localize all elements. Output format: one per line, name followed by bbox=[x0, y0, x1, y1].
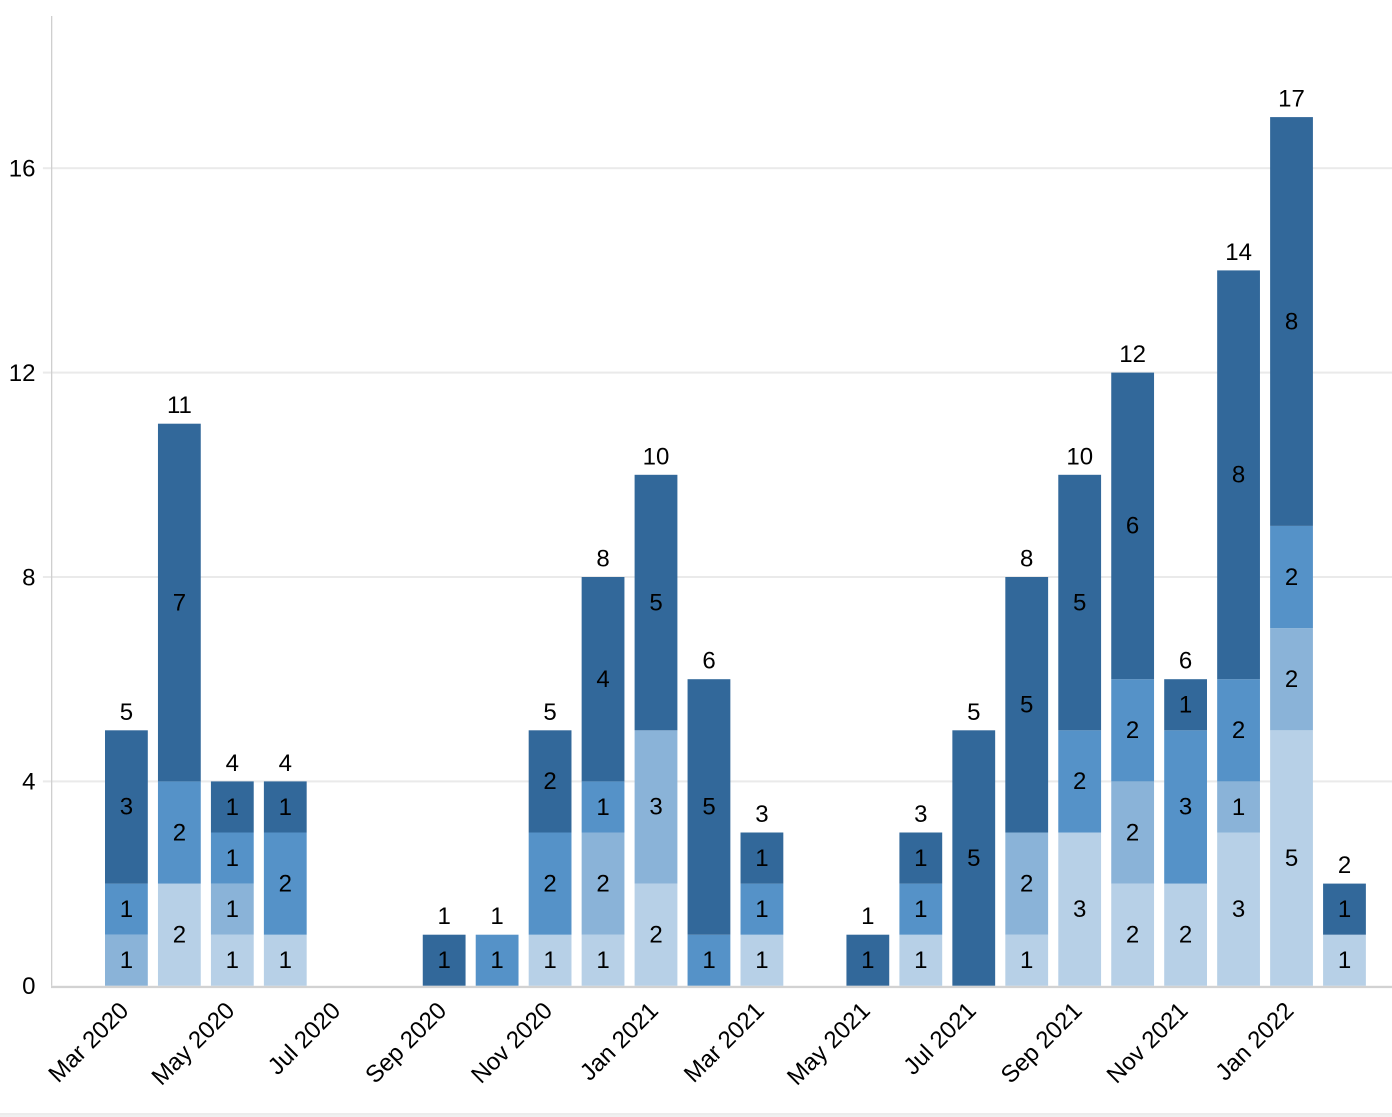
svg-text:8: 8 bbox=[22, 564, 35, 591]
svg-text:1: 1 bbox=[1232, 794, 1245, 821]
svg-text:1: 1 bbox=[755, 896, 768, 923]
svg-text:1: 1 bbox=[543, 947, 556, 974]
svg-text:1: 1 bbox=[226, 947, 239, 974]
svg-text:4: 4 bbox=[226, 750, 239, 777]
svg-text:8: 8 bbox=[1285, 308, 1298, 335]
svg-text:2: 2 bbox=[1285, 564, 1298, 591]
svg-text:2: 2 bbox=[1232, 717, 1245, 744]
svg-text:8: 8 bbox=[596, 546, 609, 573]
svg-text:3: 3 bbox=[1179, 794, 1192, 821]
svg-text:1: 1 bbox=[861, 947, 874, 974]
svg-text:1: 1 bbox=[438, 947, 451, 974]
svg-text:2: 2 bbox=[1126, 819, 1139, 846]
svg-text:3: 3 bbox=[1232, 896, 1245, 923]
svg-text:1: 1 bbox=[120, 896, 133, 923]
svg-text:1: 1 bbox=[438, 903, 451, 930]
svg-text:1: 1 bbox=[755, 845, 768, 872]
svg-text:2: 2 bbox=[543, 768, 556, 795]
svg-text:1: 1 bbox=[490, 903, 503, 930]
svg-text:3: 3 bbox=[1073, 896, 1086, 923]
svg-text:2: 2 bbox=[596, 870, 609, 897]
svg-text:8: 8 bbox=[1020, 546, 1033, 573]
svg-text:1: 1 bbox=[226, 896, 239, 923]
svg-text:1: 1 bbox=[1179, 692, 1192, 719]
svg-text:3: 3 bbox=[649, 794, 662, 821]
svg-text:5: 5 bbox=[120, 699, 133, 726]
svg-text:2: 2 bbox=[543, 870, 556, 897]
svg-text:1: 1 bbox=[914, 845, 927, 872]
svg-text:3: 3 bbox=[120, 794, 133, 821]
svg-text:1: 1 bbox=[1020, 947, 1033, 974]
svg-text:0: 0 bbox=[22, 973, 35, 1000]
svg-text:2: 2 bbox=[1338, 852, 1351, 879]
svg-text:6: 6 bbox=[702, 648, 715, 675]
svg-text:14: 14 bbox=[1225, 239, 1252, 266]
svg-text:8: 8 bbox=[1232, 462, 1245, 489]
svg-text:2: 2 bbox=[1126, 922, 1139, 949]
svg-text:7: 7 bbox=[173, 589, 186, 616]
svg-text:12: 12 bbox=[1119, 341, 1146, 368]
svg-text:11: 11 bbox=[167, 392, 192, 419]
svg-text:1: 1 bbox=[279, 794, 292, 821]
svg-text:1: 1 bbox=[914, 947, 927, 974]
svg-text:1: 1 bbox=[702, 947, 715, 974]
svg-text:3: 3 bbox=[914, 801, 927, 828]
svg-text:5: 5 bbox=[649, 589, 662, 616]
svg-text:1: 1 bbox=[596, 794, 609, 821]
svg-text:1: 1 bbox=[914, 896, 927, 923]
svg-text:2: 2 bbox=[649, 922, 662, 949]
svg-text:16: 16 bbox=[9, 156, 36, 183]
svg-text:2: 2 bbox=[1179, 922, 1192, 949]
svg-text:2: 2 bbox=[1285, 666, 1298, 693]
svg-text:10: 10 bbox=[643, 443, 670, 470]
svg-text:2: 2 bbox=[173, 819, 186, 846]
svg-text:1: 1 bbox=[279, 947, 292, 974]
svg-text:1: 1 bbox=[596, 947, 609, 974]
svg-text:2: 2 bbox=[1073, 768, 1086, 795]
svg-text:1: 1 bbox=[861, 903, 874, 930]
svg-text:5: 5 bbox=[1020, 692, 1033, 719]
svg-text:5: 5 bbox=[543, 699, 556, 726]
svg-text:1: 1 bbox=[226, 794, 239, 821]
svg-text:5: 5 bbox=[967, 699, 980, 726]
svg-text:5: 5 bbox=[967, 845, 980, 872]
svg-text:1: 1 bbox=[1338, 947, 1351, 974]
svg-text:6: 6 bbox=[1179, 648, 1192, 675]
svg-text:4: 4 bbox=[596, 666, 609, 693]
svg-text:1: 1 bbox=[755, 947, 768, 974]
svg-text:12: 12 bbox=[9, 360, 36, 387]
svg-text:2: 2 bbox=[279, 870, 292, 897]
svg-text:3: 3 bbox=[755, 801, 768, 828]
svg-text:4: 4 bbox=[22, 769, 35, 796]
svg-text:1: 1 bbox=[226, 845, 239, 872]
svg-text:5: 5 bbox=[1285, 845, 1298, 872]
svg-text:2: 2 bbox=[1126, 717, 1139, 744]
svg-text:10: 10 bbox=[1066, 443, 1093, 470]
svg-text:6: 6 bbox=[1126, 513, 1139, 540]
svg-text:5: 5 bbox=[702, 794, 715, 821]
svg-text:1: 1 bbox=[120, 947, 133, 974]
svg-text:2: 2 bbox=[173, 922, 186, 949]
svg-text:1: 1 bbox=[490, 947, 503, 974]
svg-text:5: 5 bbox=[1073, 589, 1086, 616]
svg-text:1: 1 bbox=[1338, 896, 1351, 923]
svg-text:2: 2 bbox=[1020, 870, 1033, 897]
svg-text:17: 17 bbox=[1278, 86, 1305, 113]
svg-text:4: 4 bbox=[279, 750, 292, 777]
